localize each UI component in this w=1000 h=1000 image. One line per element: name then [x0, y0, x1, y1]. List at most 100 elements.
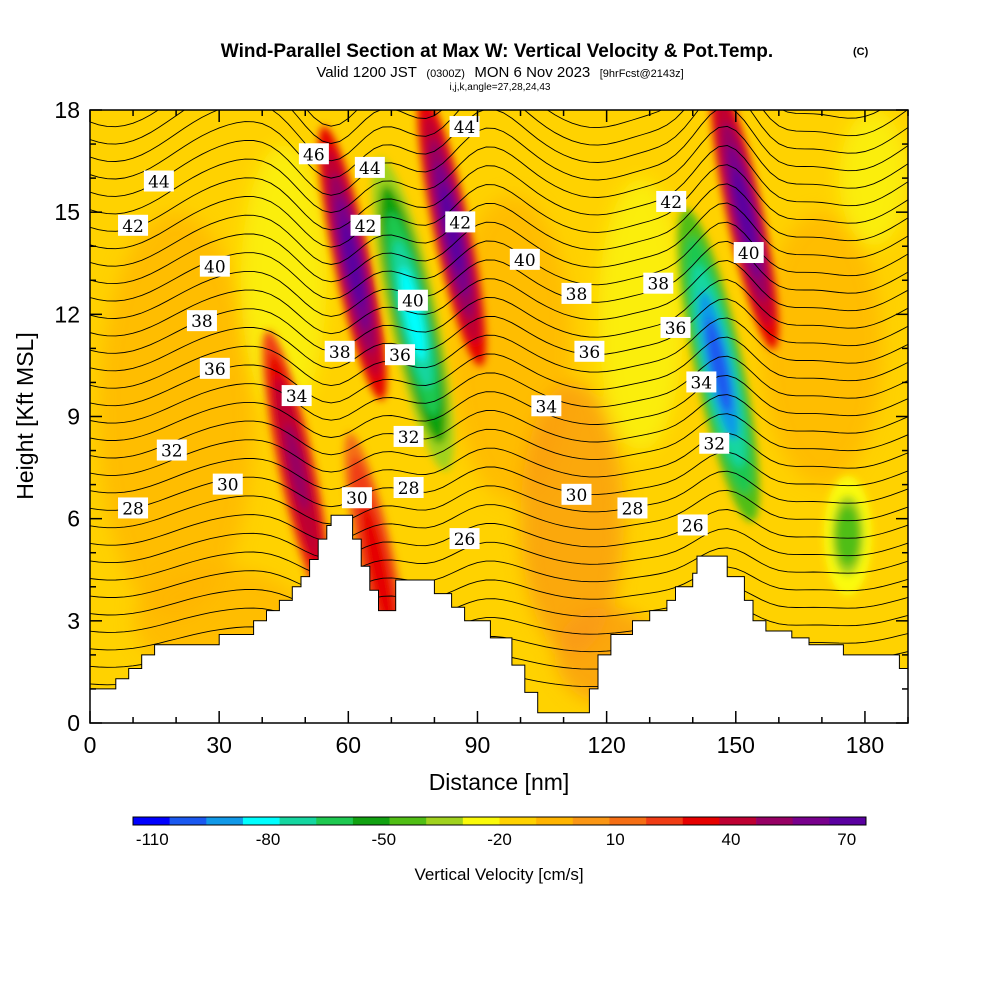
isentrope-label: 30 — [561, 483, 592, 506]
isentrope-label-text: 40 — [514, 251, 536, 271]
isentrope-line — [90, 509, 908, 564]
isentrope-label: 46 — [298, 143, 329, 165]
valid-prefix: Valid 1200 JST — [316, 64, 417, 81]
isentrope-label-text: 30 — [217, 476, 239, 496]
isentrope-label: 40 — [397, 289, 428, 312]
colorbar-swatch — [242, 817, 280, 825]
isentrope-label-text: 38 — [647, 275, 669, 295]
isentrope-label-text: 36 — [389, 346, 411, 366]
isentrope-label: 40 — [509, 248, 540, 271]
isentrope-label: 38 — [186, 310, 217, 332]
isentrope-label-text: 46 — [303, 145, 325, 165]
colorbar-tick-label: -110 — [136, 830, 169, 849]
isentrope-label: 38 — [643, 272, 674, 295]
isentrope-line — [90, 317, 908, 389]
velocity-region-6 — [839, 110, 908, 247]
isentrope-line — [90, 604, 908, 651]
isentrope-label-text: 32 — [398, 428, 420, 448]
x-tick-label: 180 — [846, 732, 884, 758]
x-axis-label: Distance [nm] — [429, 769, 570, 795]
valid-date: MON 6 Nov 2023 — [474, 64, 590, 81]
isentrope-label: 26 — [677, 514, 708, 536]
isentrope-label-text: 34 — [691, 373, 713, 393]
isentrope-label: 36 — [384, 344, 415, 366]
colorbar-tick-label: -20 — [487, 830, 512, 849]
vertical-velocity-field: 46 44 44 44 42 42 42 42 40 40 40 40 38 38 38 38 36 36 36 36… — [90, 110, 908, 723]
y-tick-label: 0 — [67, 710, 80, 736]
colorbar-swatch — [572, 817, 610, 825]
isentrope-line — [90, 260, 908, 337]
isentrope-label: 36 — [199, 357, 230, 380]
isentrope-label: 32 — [393, 425, 424, 448]
velocity-region-5 — [761, 212, 883, 485]
isentrope-label-text: 32 — [161, 442, 183, 462]
colorbar-swatch — [206, 817, 244, 825]
isentrope-line — [90, 566, 908, 616]
isentrope-label: 26 — [449, 528, 480, 550]
colorbar-tick-label: -80 — [256, 830, 281, 849]
isentrope-line — [90, 528, 908, 581]
x-tick-label: 90 — [465, 732, 491, 758]
colorbar-swatch — [646, 817, 684, 825]
colorbar-swatch — [169, 817, 207, 825]
y-axis-label: Height [Kft MSL] — [12, 332, 38, 499]
updraft-core-0 — [285, 424, 308, 511]
colorbar-swatch — [719, 817, 757, 825]
y-tick-label: 12 — [54, 301, 80, 327]
isentrope-line — [90, 413, 908, 476]
x-tick-label: 60 — [336, 732, 362, 758]
colorbar-swatch — [426, 817, 464, 825]
isentrope-label: 28 — [118, 497, 149, 519]
isentrope-line — [90, 355, 908, 424]
colorbar-swatch — [352, 817, 390, 825]
isentrope-label-text: 44 — [148, 173, 170, 193]
isentrope-label-text: 38 — [566, 285, 588, 305]
y-tick-label: 15 — [54, 199, 80, 225]
isentrope-label: 40 — [733, 242, 764, 264]
isentrope-label-text: 30 — [566, 486, 588, 506]
colorbar-swatch — [133, 817, 170, 825]
isentrope-label: 42 — [445, 211, 476, 233]
y-tick-label: 3 — [67, 608, 80, 634]
isentrope-label-text: 44 — [359, 159, 381, 179]
colorbar-swatch — [682, 817, 720, 825]
x-tick-label: 120 — [587, 732, 625, 758]
isentrope-line — [90, 110, 908, 180]
forecast-info: [9hrFcst@2143z] — [600, 68, 684, 80]
isentrope-label-text: 28 — [622, 499, 644, 519]
isentrope-line — [90, 145, 908, 232]
isentrope-label: 42 — [656, 190, 687, 213]
y-tick-label: 18 — [54, 97, 80, 123]
isentrope-label-text: 26 — [454, 530, 476, 550]
isentrope-line — [90, 279, 908, 354]
isentrope-label-text: 36 — [579, 343, 601, 363]
velocity-region-3 — [520, 382, 624, 655]
colorbar: -110 -80 -50 -20 10 40 70 — [132, 816, 867, 849]
isentrope-line — [90, 164, 908, 250]
colorbar-swatch — [316, 817, 354, 825]
isentrope-label-text: 34 — [536, 397, 558, 417]
isentrope-label: 44 — [354, 156, 385, 179]
isentrope-label: 36 — [660, 316, 691, 339]
isentrope-line — [90, 298, 908, 372]
isentrope-label-text: 36 — [665, 319, 687, 339]
isentrope-label: 42 — [350, 214, 381, 237]
isentrope-line — [90, 183, 908, 267]
isentrope-line — [90, 547, 908, 598]
isentrope-label-text: 32 — [703, 435, 725, 455]
isentrope-line — [90, 585, 908, 633]
chart-title: Wind-Parallel Section at Max W: Vertical… — [221, 41, 773, 62]
colorbar-label: Vertical Velocity [cm/s] — [414, 865, 583, 884]
valid-utc: (0300Z) — [426, 68, 465, 80]
isentrope-label: 34 — [686, 371, 717, 393]
isentrope-label-text: 40 — [738, 244, 760, 264]
isentrope-label: 28 — [617, 497, 648, 519]
isentrope-label-text: 28 — [122, 499, 144, 519]
isentrope-line — [90, 374, 908, 441]
isentrope-label: 44 — [143, 170, 174, 193]
isentrope-label-text: 40 — [204, 258, 226, 278]
colorbar-swatch — [462, 817, 500, 825]
isentrope-label: 28 — [393, 477, 424, 499]
